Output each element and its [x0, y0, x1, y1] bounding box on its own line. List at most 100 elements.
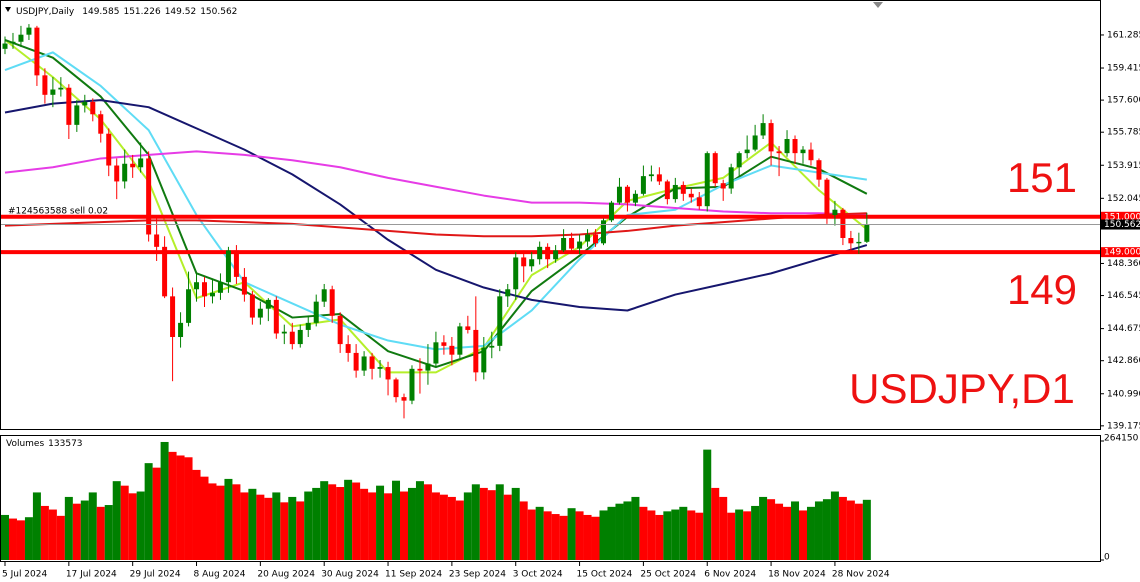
volume-bar: [336, 487, 345, 560]
candle-body: [800, 149, 806, 154]
candle-body: [728, 167, 734, 189]
volume-bar: [400, 491, 408, 560]
candle-body: [521, 257, 527, 267]
candle-body: [10, 41, 16, 44]
x-tick-label: 28 Nov 2024: [832, 570, 890, 580]
candle-body: [441, 342, 447, 346]
volume-bar: [296, 501, 305, 560]
volume-bar: [144, 463, 153, 560]
volume-bar: [623, 501, 632, 560]
candle-body: [297, 329, 303, 345]
volume-bar: [846, 500, 855, 560]
volume-bar: [128, 493, 137, 560]
volume-bar: [551, 514, 560, 560]
volume-bar: [822, 499, 831, 560]
volume-bar: [671, 509, 680, 560]
volume-bar: [280, 502, 289, 560]
volume-bar: [368, 492, 377, 560]
x-tick-label: 5 Jul 2024: [2, 570, 47, 580]
candle-body: [249, 294, 255, 318]
candle-body: [329, 289, 335, 316]
volume-bar: [759, 496, 768, 560]
volume-bar: [32, 492, 41, 560]
candle-body: [178, 322, 184, 338]
candle-body: [497, 296, 503, 346]
annotation: 149: [1007, 266, 1077, 313]
candle-body: [856, 241, 862, 244]
candle-body: [106, 133, 112, 166]
x-tick-label: 23 Sep 2024: [449, 570, 506, 580]
candle-body: [720, 183, 726, 189]
volume-bar: [495, 484, 504, 560]
volume-bar: [687, 510, 696, 560]
volume-bar: [647, 510, 656, 560]
volume-bar: [735, 509, 744, 560]
volume-current: 133573: [48, 439, 82, 449]
x-tick-label: 18 Nov 2024: [768, 570, 826, 580]
volume-bar: [799, 510, 807, 560]
volume-bar: [160, 441, 169, 560]
candle-body: [114, 165, 120, 182]
volume-bar: [775, 503, 784, 560]
moving-average: [4, 99, 868, 312]
y-tick-label: 153.915: [1107, 161, 1140, 171]
candle-body: [585, 234, 591, 242]
volume-bar: [352, 482, 361, 560]
candle-body: [98, 114, 104, 134]
x-tick-label: 29 Jul 2024: [130, 570, 181, 580]
volume-bar: [639, 506, 648, 560]
y-tick-label: 139.175: [1107, 421, 1140, 431]
candle-body: [712, 153, 718, 184]
symbol: USDJPY,Daily: [16, 7, 75, 17]
x-tick-label: 30 Aug 2024: [321, 570, 379, 580]
x-tick-label: 25 Oct 2024: [640, 570, 696, 580]
volume-bar: [591, 516, 600, 560]
candle-body: [265, 299, 271, 309]
volume-bar: [208, 483, 217, 560]
x-tick-label: 11 Sep 2024: [385, 570, 442, 580]
menu-arrow[interactable]: [5, 7, 11, 12]
volume-bar: [575, 511, 584, 560]
candle-body: [608, 202, 614, 221]
volume-bar: [743, 511, 752, 560]
volume-bar: [232, 484, 241, 560]
candle-body: [369, 356, 375, 369]
candle-body: [50, 89, 56, 95]
candle-body: [513, 257, 519, 290]
candle-body: [433, 342, 439, 364]
level-label: 149.000: [1104, 248, 1140, 258]
candle-body: [824, 179, 830, 216]
candle-body: [784, 139, 790, 154]
candle-body: [194, 282, 200, 290]
candle-body: [186, 289, 192, 323]
candle-body: [489, 345, 495, 348]
candle-body: [90, 101, 96, 115]
candle-body: [545, 246, 551, 260]
volume-bar: [8, 518, 17, 560]
annotation: 151: [1007, 154, 1077, 201]
volume-bar: [431, 492, 440, 560]
volume-bar: [567, 508, 576, 560]
volume-bar: [96, 506, 105, 560]
candle-body: [577, 241, 583, 249]
candle-body: [744, 149, 750, 154]
candle-body: [776, 151, 782, 154]
candle-body: [569, 238, 575, 249]
moving-average: [4, 39, 868, 374]
candle-body: [481, 347, 487, 373]
volume-bar: [791, 501, 800, 560]
candle-body: [154, 234, 160, 247]
volume-bar: [719, 496, 728, 560]
volume-bar: [503, 494, 512, 560]
volume-bar: [224, 478, 233, 560]
current-price-bg: [1101, 219, 1140, 230]
x-tick-label: 3 Oct 2024: [513, 570, 563, 580]
candle-body: [505, 289, 511, 297]
volume-bar: [56, 515, 65, 560]
candle-body: [808, 149, 814, 161]
candle-body: [138, 158, 144, 168]
candle-body: [864, 224, 870, 242]
candle-body: [616, 186, 622, 203]
header-high: 151.226: [123, 7, 160, 17]
